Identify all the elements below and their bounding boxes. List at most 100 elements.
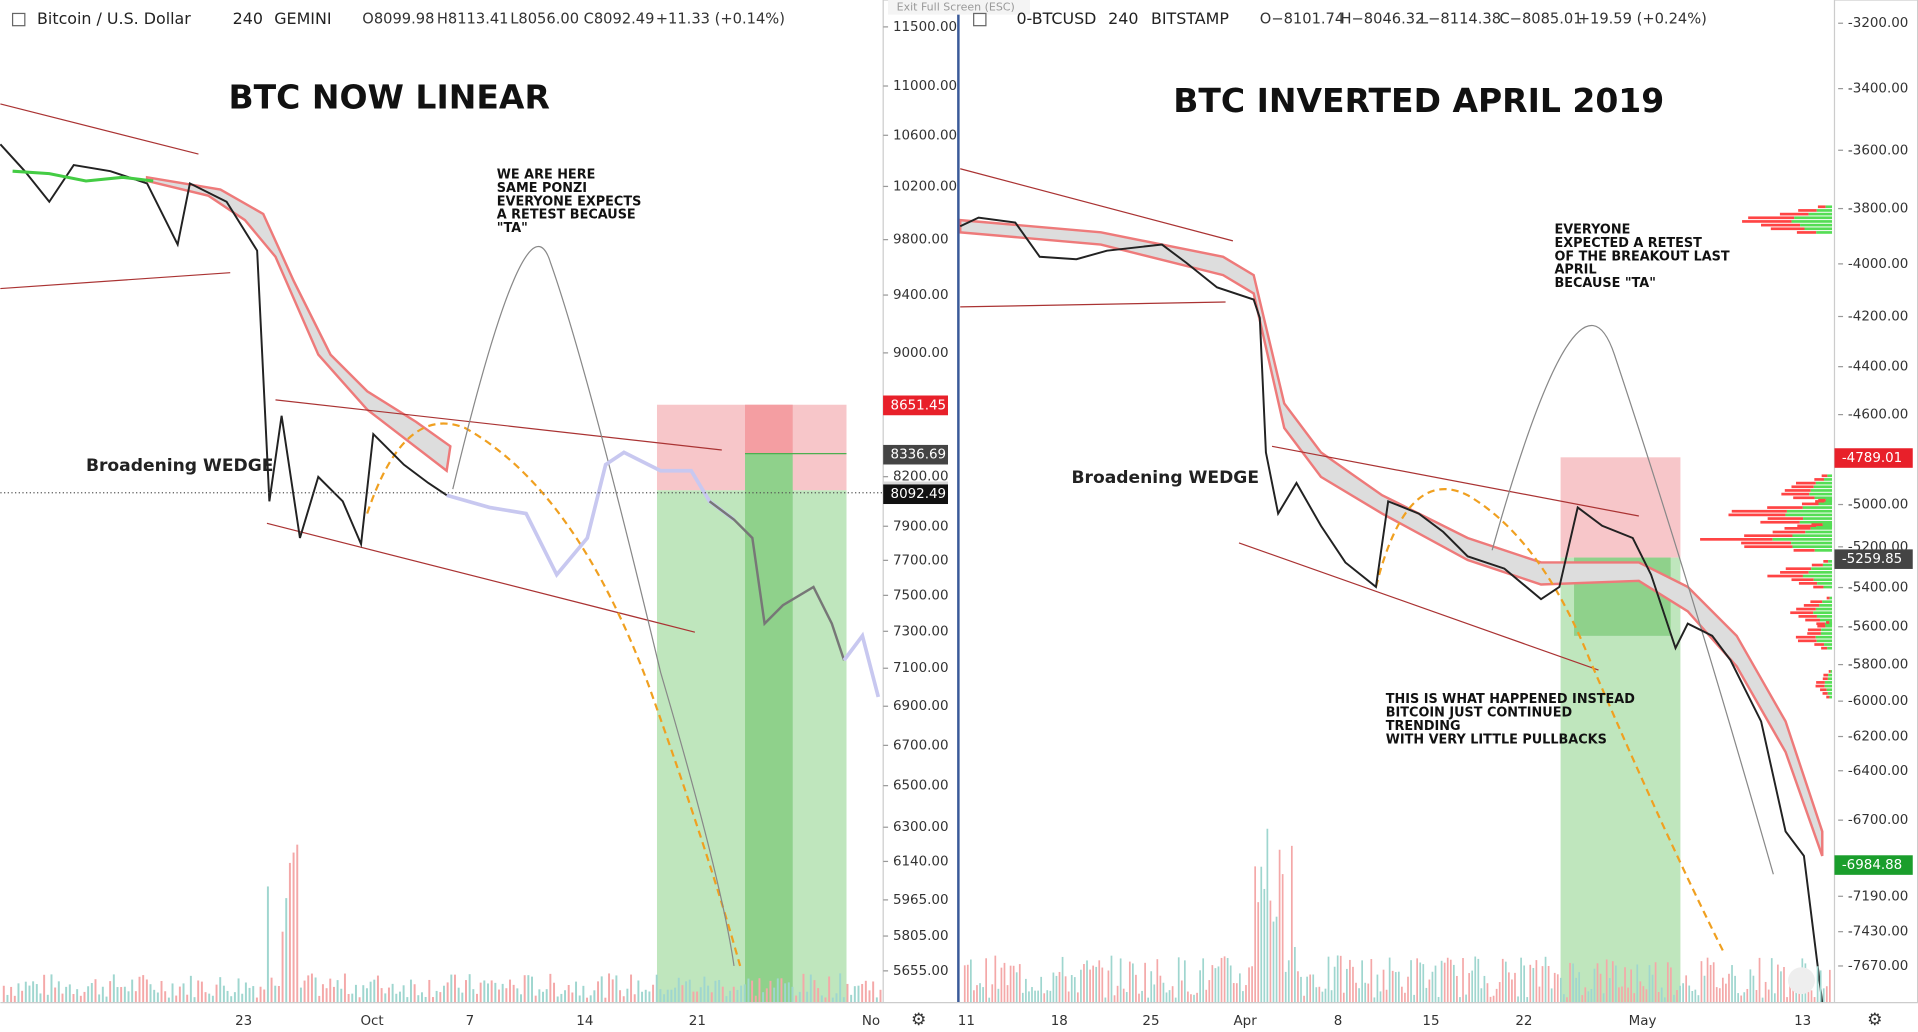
volume-bar [354,984,357,1003]
volume-bar [248,987,251,1003]
exchange[interactable]: GEMINI [274,9,331,28]
volume-bar [468,974,471,1003]
volume-bar [1040,976,1043,1003]
profile-bar [1793,496,1815,500]
profile-bar [1731,509,1787,513]
volume-bar [83,991,86,1003]
profile-bar [1815,635,1833,639]
profile-bar [1825,205,1833,209]
exchange[interactable]: BITSTAMP [1151,9,1229,28]
price-tick-label: -3400.00 [1848,82,1908,97]
volume-bar [13,995,16,1003]
projection [1491,324,1774,875]
annotation: "TA" [497,221,528,236]
volume-bar [626,988,629,1003]
volume-bar [1569,962,1571,1003]
volume-bar [413,984,416,1003]
volume-bar [68,984,71,1003]
volume-bar [1352,966,1354,1003]
settings-icon[interactable]: ⚙ [1867,1010,1882,1030]
volume-bar [431,997,434,1003]
profile-bar [1807,632,1821,635]
profile-bar [1822,600,1833,604]
volume-bar [1743,992,1746,1003]
volume-bar [835,993,838,1003]
profile-bar [1801,502,1819,506]
price-tag-label: -6984.88 [1842,858,1902,873]
price-tick-label: 7500.00 [893,588,949,603]
volume-bar [1786,997,1788,1003]
volume-bar [329,978,332,1003]
volume-bar [765,988,768,1003]
symbol-icon [973,12,987,27]
volume-bar [1180,980,1183,1003]
ohlc-value: H8113.41 [437,11,509,28]
time-tick-label: 15 [1422,1014,1439,1029]
volume-bar [101,986,104,1003]
volume-bar [244,982,247,1003]
volume-bar [1321,991,1324,1003]
volume-bar [1456,975,1458,1003]
volume-bar [615,975,618,1003]
volume-bar [751,980,754,1003]
volume-bar [1196,992,1198,1003]
profile-bar [1748,216,1795,220]
volume-bar [35,984,38,1003]
volume-bar [670,989,673,1003]
volume-bar [1073,977,1076,1003]
volume-bar [197,980,200,1003]
volume-bar [362,985,365,1003]
volume-bar [798,991,801,1003]
volume-bar [604,997,607,1003]
settings-icon[interactable]: ⚙ [911,1010,926,1030]
volume-bar [296,844,299,1003]
volume-bar [439,992,442,1003]
annotation: A RETEST BECAUSE [497,208,636,223]
profile-bar [1816,231,1833,234]
volume-bar [428,979,431,1003]
volume-bar [633,994,636,1003]
volume-bar [1144,962,1146,1003]
volume-bar [1132,963,1134,1003]
volume-bar [90,983,93,1003]
volume-bar [505,988,508,1003]
volume-bar [1125,992,1128,1003]
volume-bar [982,987,984,1003]
profile-bar [1796,231,1817,234]
volume-bar [780,978,783,1003]
profile-bar [1792,534,1833,538]
volume-bar [963,965,966,1003]
profile-bar [1822,563,1833,567]
volume-bar [252,986,255,1003]
profile-bar [1829,695,1833,699]
profile-bar [1807,628,1822,632]
profile-bar [1728,513,1786,517]
volume-bar [391,983,394,1003]
time-tick-label: Oct [360,1014,383,1029]
volume-bar [72,994,75,1003]
profile-bar [1797,524,1817,528]
volume-bar [1394,972,1397,1003]
volume-bar [729,990,732,1003]
volume-bar [1581,995,1584,1003]
volume-bar [861,983,864,1003]
volume-bar [1663,997,1666,1003]
volume-bar [1673,994,1675,1003]
price-ghost [842,631,881,698]
volume-bar [1611,961,1614,1003]
profile-bar [1791,541,1833,545]
volume-bar [1639,981,1642,1003]
volume-bar [1666,962,1669,1003]
volume-bar [1055,975,1058,1003]
volume-bar [688,979,691,1003]
volume-bar [10,986,13,1003]
volume-bar [1147,997,1150,1003]
volume-bar [1755,990,1758,1003]
volume-bar [988,997,991,1003]
volume-bar [1391,970,1394,1003]
exit-fullscreen[interactable]: Exit Full Screen (ESC) [897,0,1015,13]
volume-bar [1339,955,1342,1003]
profile-bar [1824,681,1833,684]
scroll-button[interactable] [1788,967,1815,995]
volume-bar [1379,991,1382,1003]
